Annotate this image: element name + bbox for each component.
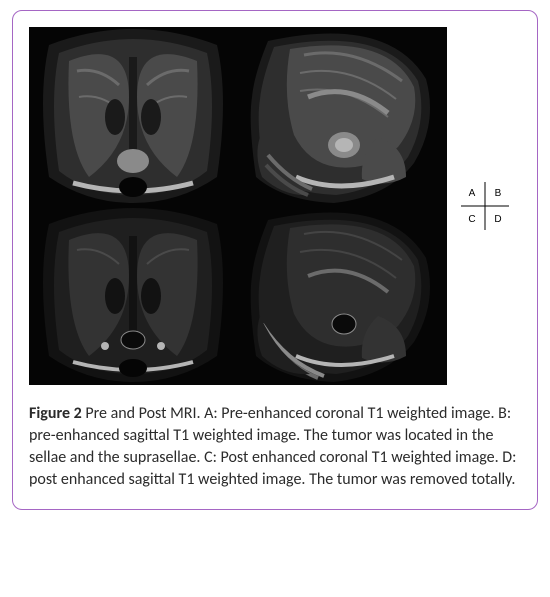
mri-panel-d (238, 206, 447, 385)
legend-label-d: D (485, 206, 511, 232)
mri-grid (29, 27, 447, 385)
figure-card: A B C D Figure 2 Pre and Post MRI. A: Pr… (12, 10, 538, 510)
legend-label-a: A (459, 180, 485, 206)
figure-caption: Figure 2 Pre and Post MRI. A: Pre-enhanc… (29, 403, 521, 491)
mri-panel-b (238, 27, 447, 206)
mri-panel-c (29, 206, 238, 385)
mri-panel-a (29, 27, 238, 206)
legend-label-b: B (485, 180, 511, 206)
legend-label-c: C (459, 206, 485, 232)
figure-caption-lead: Figure 2 (29, 404, 82, 423)
figure-image-row: A B C D (29, 27, 521, 385)
figure-caption-body: Pre and Post MRI. A: Pre-enhanced corona… (29, 404, 516, 489)
panel-legend: A B C D (459, 180, 511, 232)
